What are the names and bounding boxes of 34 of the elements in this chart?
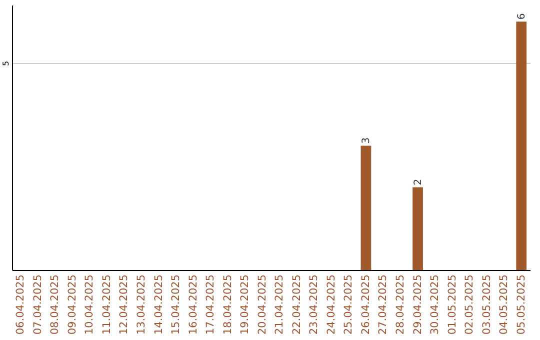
x-tick-label: 26.04.2025 (360, 274, 372, 335)
x-tick-label: 11.04.2025 (100, 274, 113, 335)
x-tick-label: 18.04.2025 (222, 274, 234, 335)
x-tick-label: 09.04.2025 (66, 274, 78, 335)
x-tick-label: 05.05.2025 (515, 274, 528, 335)
x-tick-label: 23.04.2025 (308, 274, 320, 335)
x-tick-label: 19.04.2025 (239, 274, 252, 335)
x-tick-label: 27.04.2025 (377, 274, 390, 335)
x-tick-label: 02.05.2025 (464, 274, 476, 335)
x-tick-label: 25.04.2025 (342, 274, 355, 335)
x-tick-label: 10.04.2025 (84, 274, 96, 335)
x-tick-label: 14.04.2025 (152, 274, 165, 335)
x-tick-label: 08.04.2025 (49, 274, 62, 335)
x-tick-label: 07.04.2025 (32, 274, 44, 335)
x-tick-label: 30.04.2025 (429, 274, 442, 335)
x-tick-label: 03.05.2025 (480, 274, 493, 335)
data-label: 3 (360, 137, 372, 144)
x-tick-label: 20.04.2025 (256, 274, 268, 335)
x-tick-label: 28.04.2025 (394, 274, 406, 335)
x-tick-label: 15.04.2025 (170, 274, 182, 335)
x-tick-label: 29.04.2025 (412, 274, 424, 335)
x-tick-label: 01.05.2025 (446, 274, 458, 335)
x-tick-label: 17.04.2025 (204, 274, 217, 335)
x-tick-label: 12.04.2025 (118, 274, 130, 335)
x-tick-label: 21.04.2025 (274, 274, 286, 335)
data-label: 2 (412, 178, 424, 186)
x-tick-label: 13.04.2025 (136, 274, 148, 335)
x-tick-label: 22.04.2025 (290, 274, 303, 335)
x-tick-label: 06.04.2025 (14, 274, 27, 335)
x-tick-label: 04.05.2025 (498, 274, 510, 335)
x-tick-label: 24.04.2025 (325, 274, 338, 335)
x-tick-label: 16.04.2025 (187, 274, 200, 335)
data-label: 6 (516, 13, 528, 20)
y-tick-label: 5 (2, 60, 10, 66)
